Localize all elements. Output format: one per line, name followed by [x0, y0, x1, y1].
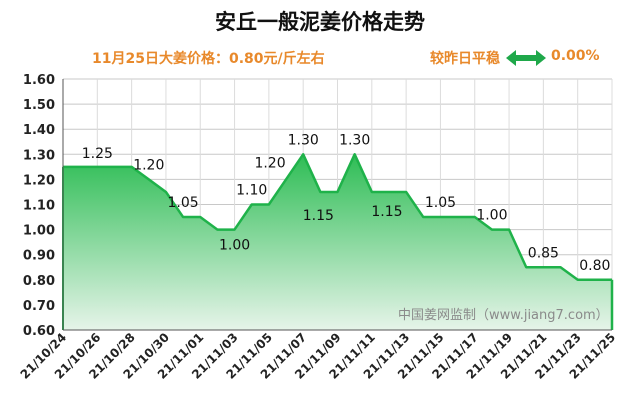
y-tick-label: 0.90	[23, 249, 55, 264]
data-label: 1.10	[236, 183, 267, 199]
change-percent: 0.00%	[551, 48, 600, 64]
data-labels: 1.251.201.051.001.101.201.301.151.301.15…	[82, 132, 611, 273]
y-tick-label: 1.40	[23, 123, 55, 138]
price-note: 11月25日大姜价格：0.80元/斤左右	[92, 51, 325, 67]
data-label: 1.00	[476, 208, 507, 224]
data-label: 1.30	[288, 132, 319, 148]
double-arrow-shape	[506, 50, 546, 66]
compare-label: 较昨日平稳	[430, 51, 500, 67]
data-label: 0.80	[579, 258, 610, 274]
x-tick-labels: 21/10/2421/10/2621/10/2821/10/3021/11/01…	[18, 330, 619, 382]
y-tick-label: 1.20	[23, 173, 55, 188]
y-tick-label: 1.10	[23, 199, 55, 214]
y-tick-label: 1.60	[23, 73, 55, 88]
y-tick-label: 1.30	[23, 148, 55, 163]
y-tick-label: 1.00	[23, 224, 55, 239]
data-label: 1.05	[168, 195, 199, 211]
watermark: 中国姜网监制（www.jiang7.com）	[398, 308, 609, 323]
double-arrow-icon	[506, 50, 546, 66]
data-label: 1.20	[254, 155, 285, 171]
data-label: 1.25	[82, 146, 113, 162]
y-tick-label: 1.50	[23, 98, 55, 113]
data-label: 1.00	[219, 238, 250, 254]
area-fill	[63, 154, 612, 330]
y-tick-label: 0.60	[23, 324, 55, 339]
data-label: 0.85	[528, 245, 559, 261]
data-label: 1.15	[303, 208, 334, 224]
data-label: 1.05	[425, 195, 456, 211]
data-label: 1.15	[371, 204, 402, 220]
y-tick-label: 0.70	[23, 299, 55, 314]
y-tick-labels: 0.60 0.70 0.80 0.90 1.00 1.10 1.20 1.30 1.40 1.50…	[23, 73, 55, 339]
y-tick-label: 0.80	[23, 274, 55, 289]
axes	[62, 79, 612, 331]
chart-title: 安丘一般泥姜价格走势	[215, 10, 425, 34]
data-label: 1.30	[339, 132, 370, 148]
data-label: 1.20	[133, 157, 164, 173]
series-line	[63, 153, 612, 282]
